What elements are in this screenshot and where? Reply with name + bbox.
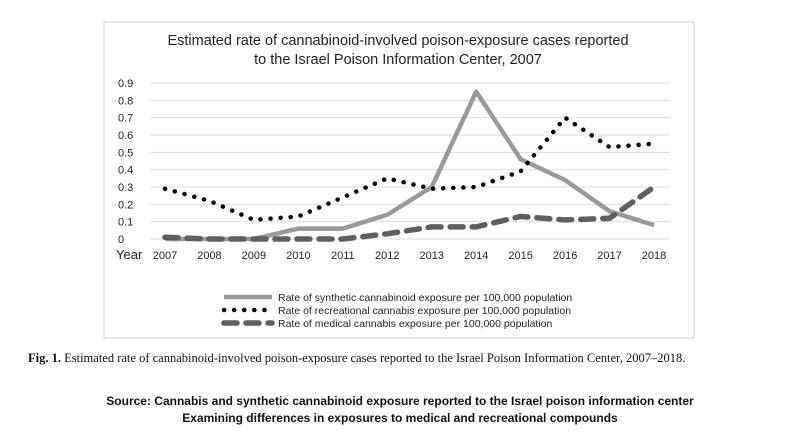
y-tick-label: 0.1 <box>118 217 133 229</box>
source-line-2: Examining differences in exposures to me… <box>182 411 618 425</box>
y-tick-label: 0.9 <box>118 78 133 90</box>
chart-title: to the Israel Poison Information Center,… <box>254 52 542 68</box>
y-tick-label: 0.8 <box>118 95 133 107</box>
x-tick-label: 2010 <box>286 250 310 262</box>
y-tick-label: 0 <box>118 234 124 246</box>
y-tick-label: 0.5 <box>118 147 133 159</box>
y-tick-label: 0.6 <box>118 130 133 142</box>
legend-label: Rate of medical cannabis exposure per 10… <box>278 318 553 330</box>
x-tick-label: 2015 <box>508 250 532 262</box>
figure-label: Fig. 1. <box>28 351 61 365</box>
line-chart: Estimated rate of cannabinoid-involved p… <box>103 21 695 339</box>
y-tick-label: 0.2 <box>118 199 133 211</box>
figure-caption-text: Estimated rate of cannabinoid-involved p… <box>64 351 686 365</box>
legend-label: Rate of synthetic cannabinoid exposure p… <box>278 292 572 304</box>
x-tick-label: 2013 <box>419 250 443 262</box>
series-line-dashed <box>162 184 657 242</box>
legend-label: Rate of recreational cannabis exposure p… <box>278 305 571 317</box>
x-tick-label: 2011 <box>331 250 355 262</box>
figure-caption: Fig. 1. Estimated rate of cannabinoid-in… <box>28 351 685 366</box>
x-tick-label: 2017 <box>597 250 621 262</box>
chart-title: Estimated rate of cannabinoid-involved p… <box>167 33 628 49</box>
x-tick-label: 2007 <box>153 250 177 262</box>
x-tick-label: 2016 <box>553 250 577 262</box>
x-tick-label: 2018 <box>642 250 666 262</box>
x-tick-label: 2008 <box>197 250 221 262</box>
x-tick-label: 2009 <box>242 250 266 262</box>
y-tick-label: 0.4 <box>118 165 133 177</box>
y-tick-label: 0.3 <box>118 182 133 194</box>
source-line-1: Source: Cannabis and synthetic cannabino… <box>106 394 694 408</box>
y-tick-label: 0.7 <box>118 113 133 125</box>
x-axis-label: Year <box>116 247 143 262</box>
chart-frame <box>103 21 695 339</box>
x-tick-label: 2012 <box>375 250 399 262</box>
x-tick-label: 2014 <box>464 250 488 262</box>
